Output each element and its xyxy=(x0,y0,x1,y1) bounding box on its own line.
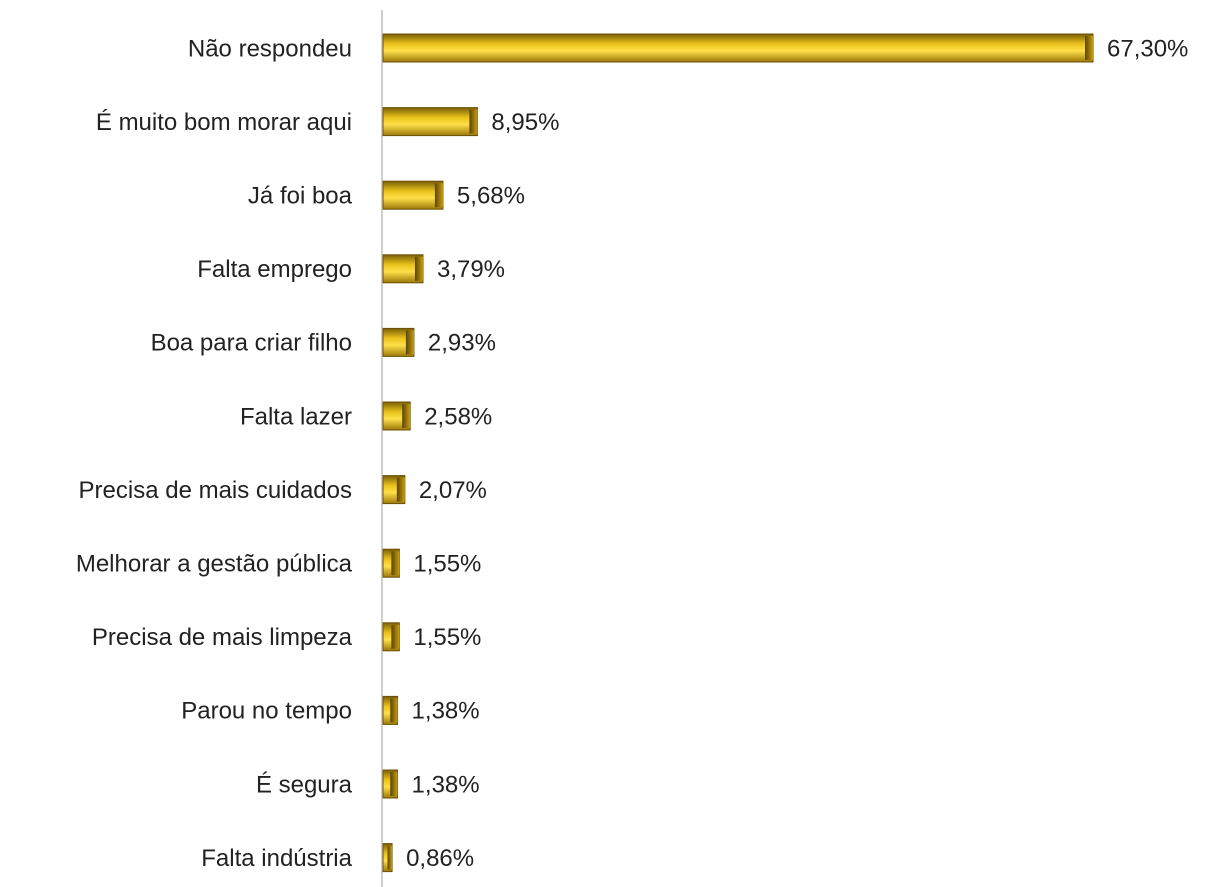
category-label: É segura xyxy=(256,771,353,798)
category-label: Melhorar a gestão pública xyxy=(76,551,353,578)
value-label: 1,55% xyxy=(413,624,481,651)
category-label: Falta emprego xyxy=(197,256,352,283)
bar xyxy=(382,843,393,873)
category-label: Falta lazer xyxy=(240,403,352,430)
value-label: 67,30% xyxy=(1107,35,1188,62)
category-label: Parou no tempo xyxy=(181,698,352,725)
value-label: 8,95% xyxy=(491,109,559,136)
value-label: 2,58% xyxy=(424,403,492,430)
bar xyxy=(382,254,424,284)
bar xyxy=(382,327,415,357)
category-label: Boa para criar filho xyxy=(151,330,352,357)
category-label: Falta indústria xyxy=(201,845,352,872)
category-label: Não respondeu xyxy=(188,35,352,62)
value-label: 5,68% xyxy=(457,183,525,210)
bar xyxy=(382,401,411,431)
category-label: Já foi boa xyxy=(248,183,353,210)
bar xyxy=(382,107,478,137)
bar xyxy=(382,180,444,210)
bar xyxy=(382,475,406,505)
bar xyxy=(382,33,1094,63)
bar xyxy=(382,548,400,578)
category-label: É muito bom morar aqui xyxy=(96,109,352,136)
value-label: 1,38% xyxy=(412,698,480,725)
value-label: 1,55% xyxy=(413,551,481,578)
bar xyxy=(382,695,399,725)
category-label: Precisa de mais cuidados xyxy=(79,477,352,504)
bar xyxy=(382,769,399,799)
value-label: 0,86% xyxy=(406,845,474,872)
category-label: Precisa de mais limpeza xyxy=(92,624,353,651)
value-label: 1,38% xyxy=(412,771,480,798)
value-label: 3,79% xyxy=(437,256,505,283)
value-label: 2,93% xyxy=(428,330,496,357)
value-label: 2,07% xyxy=(419,477,487,504)
bar xyxy=(382,622,400,652)
